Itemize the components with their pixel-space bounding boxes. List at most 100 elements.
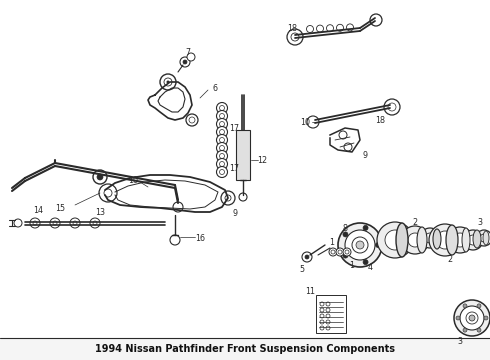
Circle shape [217,135,227,145]
Ellipse shape [473,230,481,248]
Circle shape [336,248,344,256]
Text: 17: 17 [229,123,239,132]
Text: 1: 1 [349,261,354,270]
Text: 14: 14 [33,206,43,215]
Circle shape [453,233,467,247]
Circle shape [343,232,348,237]
Circle shape [476,230,490,246]
Circle shape [221,191,235,205]
Circle shape [33,221,37,225]
Circle shape [180,57,190,67]
Text: 3: 3 [477,217,483,226]
Circle shape [220,122,224,126]
Circle shape [220,105,224,111]
Circle shape [320,314,324,318]
Text: 2: 2 [447,256,453,265]
Ellipse shape [433,229,441,249]
Circle shape [469,315,475,321]
Circle shape [217,103,227,113]
Circle shape [225,195,231,201]
Circle shape [320,326,324,330]
Circle shape [343,248,351,256]
Circle shape [420,228,440,248]
Text: 10: 10 [300,117,310,126]
Text: 9: 9 [363,150,368,159]
Circle shape [217,158,227,170]
Circle shape [291,33,299,41]
Circle shape [337,24,343,31]
Ellipse shape [396,223,408,257]
Circle shape [345,250,349,254]
Circle shape [460,306,484,330]
Circle shape [160,74,176,90]
Circle shape [183,60,187,64]
Text: 17: 17 [229,163,239,172]
Circle shape [447,227,473,253]
Circle shape [287,29,303,45]
Circle shape [97,174,103,180]
Circle shape [339,131,347,139]
Circle shape [484,316,488,320]
Text: 2: 2 [413,217,417,226]
Circle shape [307,116,319,128]
Text: 15: 15 [55,203,65,212]
Circle shape [217,166,227,177]
Text: 6: 6 [213,84,218,93]
Bar [316,295,346,333]
Circle shape [217,118,227,130]
Circle shape [167,81,170,84]
Text: 5: 5 [299,266,305,274]
Circle shape [302,252,312,262]
Circle shape [326,308,330,312]
Text: 3: 3 [458,338,463,346]
Circle shape [50,218,60,228]
Circle shape [320,302,324,306]
Circle shape [326,314,330,318]
Circle shape [466,312,478,324]
Circle shape [456,316,460,320]
Circle shape [329,248,337,256]
Circle shape [189,117,195,123]
Ellipse shape [417,227,427,253]
Circle shape [164,78,172,86]
Circle shape [468,235,478,245]
Circle shape [217,111,227,122]
Circle shape [53,221,57,225]
Ellipse shape [483,231,489,245]
Circle shape [326,326,330,330]
Circle shape [384,99,400,115]
Text: 18: 18 [375,116,385,125]
Circle shape [220,170,224,175]
Circle shape [99,184,117,202]
Circle shape [388,103,396,111]
Circle shape [338,250,342,254]
Circle shape [173,202,183,212]
Circle shape [345,230,375,260]
Ellipse shape [462,228,470,252]
Circle shape [480,234,488,242]
Text: 9: 9 [232,208,238,217]
Circle shape [217,126,227,138]
Circle shape [477,328,481,332]
Circle shape [305,255,309,259]
Circle shape [90,218,100,228]
Circle shape [338,223,382,267]
Ellipse shape [446,225,458,255]
Text: 7: 7 [185,48,191,57]
Circle shape [220,145,224,150]
Circle shape [73,221,77,225]
Circle shape [220,162,224,166]
Circle shape [186,114,198,126]
Circle shape [454,300,490,336]
Circle shape [220,130,224,135]
Circle shape [370,14,382,26]
Circle shape [320,320,324,324]
Text: 1: 1 [329,238,335,247]
Circle shape [187,53,195,61]
Text: 10: 10 [128,176,138,185]
Bar [236,130,250,180]
Text: 11: 11 [305,288,315,297]
Circle shape [326,320,330,324]
Circle shape [363,260,368,265]
Circle shape [377,222,413,258]
